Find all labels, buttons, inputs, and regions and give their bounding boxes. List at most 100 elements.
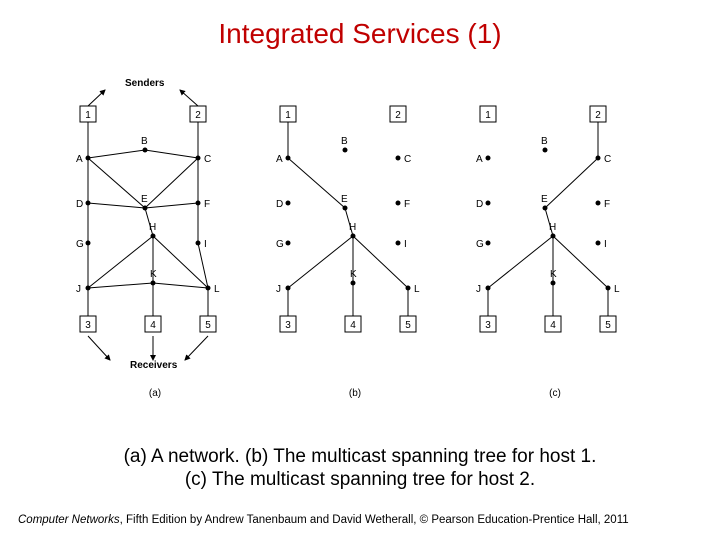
router-node — [596, 201, 601, 206]
router-node — [486, 156, 491, 161]
host-label: 2 — [395, 110, 401, 121]
router-label: A — [276, 154, 283, 165]
footer-rest: , Fifth Edition by Andrew Tanenbaum and … — [120, 514, 629, 526]
edge — [88, 203, 145, 208]
annotation-text: Receivers — [130, 360, 178, 371]
router-label: K — [150, 269, 157, 280]
router-label: F — [404, 199, 410, 210]
router-node — [86, 286, 91, 291]
router-label: C — [404, 154, 411, 165]
router-node — [286, 241, 291, 246]
host-label: 1 — [285, 110, 291, 121]
router-node — [196, 156, 201, 161]
router-label: E — [541, 194, 548, 205]
host-label: 3 — [285, 320, 291, 331]
host-label: 4 — [350, 320, 356, 331]
panel-label: (a) — [149, 388, 161, 399]
panel: 12345ABCDEFGHIJKLSendersReceivers(a) — [76, 78, 220, 399]
router-label: B — [541, 136, 548, 147]
arrow — [88, 336, 110, 360]
router-node — [596, 241, 601, 246]
panel-label: (c) — [549, 388, 561, 399]
router-node — [151, 234, 156, 239]
router-label: B — [141, 136, 148, 147]
router-label: I — [404, 239, 407, 250]
host-label: 4 — [550, 320, 556, 331]
router-node — [406, 286, 411, 291]
router-label: B — [341, 136, 348, 147]
router-label: L — [614, 284, 620, 295]
router-label: D — [76, 199, 83, 210]
router-label: C — [204, 154, 211, 165]
router-node — [86, 156, 91, 161]
router-node — [543, 206, 548, 211]
router-label: H — [149, 222, 156, 233]
router-node — [543, 148, 548, 153]
router-node — [286, 156, 291, 161]
edge — [145, 150, 198, 158]
annotation-text: Senders — [125, 78, 165, 89]
router-node — [486, 241, 491, 246]
router-node — [86, 241, 91, 246]
router-node — [486, 286, 491, 291]
router-label: J — [476, 284, 481, 295]
router-node — [86, 201, 91, 206]
caption-line1: (a) A network. (b) The multicast spannin… — [124, 446, 597, 467]
edge — [88, 236, 153, 288]
arrow — [180, 90, 198, 106]
host-label: 4 — [150, 320, 156, 331]
host-label: 5 — [605, 320, 611, 331]
router-label: L — [214, 284, 220, 295]
router-label: I — [204, 239, 207, 250]
router-label: F — [604, 199, 610, 210]
panel: 12345ABCDEFGHIJKL(c) — [476, 106, 620, 399]
edge — [88, 150, 145, 158]
router-node — [343, 206, 348, 211]
router-label: D — [276, 199, 283, 210]
host-label: 1 — [85, 110, 91, 121]
host-label: 5 — [205, 320, 211, 331]
caption: (a) A network. (b) The multicast spannin… — [0, 445, 720, 493]
router-label: A — [476, 154, 483, 165]
host-label: 2 — [595, 110, 601, 121]
edge — [288, 236, 353, 288]
router-node — [151, 281, 156, 286]
slide-title: Integrated Services (1) — [0, 0, 720, 50]
router-node — [396, 241, 401, 246]
host-label: 5 — [405, 320, 411, 331]
footer: Computer Networks, Fifth Edition by Andr… — [18, 514, 702, 526]
router-label: I — [604, 239, 607, 250]
router-node — [396, 156, 401, 161]
router-label: H — [549, 222, 556, 233]
host-label: 2 — [195, 110, 201, 121]
edge — [153, 283, 208, 288]
router-node — [196, 241, 201, 246]
edge — [88, 283, 153, 288]
router-label: G — [476, 239, 484, 250]
router-label: E — [141, 194, 148, 205]
router-node — [606, 286, 611, 291]
host-label: 3 — [485, 320, 491, 331]
router-node — [596, 156, 601, 161]
router-node — [286, 201, 291, 206]
panel-label: (b) — [349, 388, 361, 399]
router-label: J — [276, 284, 281, 295]
router-node — [206, 286, 211, 291]
router-node — [343, 148, 348, 153]
caption-line2: (c) The multicast spanning tree for host… — [185, 469, 535, 490]
router-node — [551, 234, 556, 239]
edge — [288, 158, 345, 208]
router-label: J — [76, 284, 81, 295]
router-node — [143, 206, 148, 211]
router-label: K — [350, 269, 357, 280]
edge — [145, 158, 198, 208]
router-label: F — [204, 199, 210, 210]
router-label: D — [476, 199, 483, 210]
edge — [88, 158, 145, 208]
edge — [145, 203, 198, 208]
host-label: 3 — [85, 320, 91, 331]
router-node — [196, 201, 201, 206]
arrow — [185, 336, 208, 360]
router-node — [351, 281, 356, 286]
footer-book: Computer Networks — [18, 514, 120, 526]
